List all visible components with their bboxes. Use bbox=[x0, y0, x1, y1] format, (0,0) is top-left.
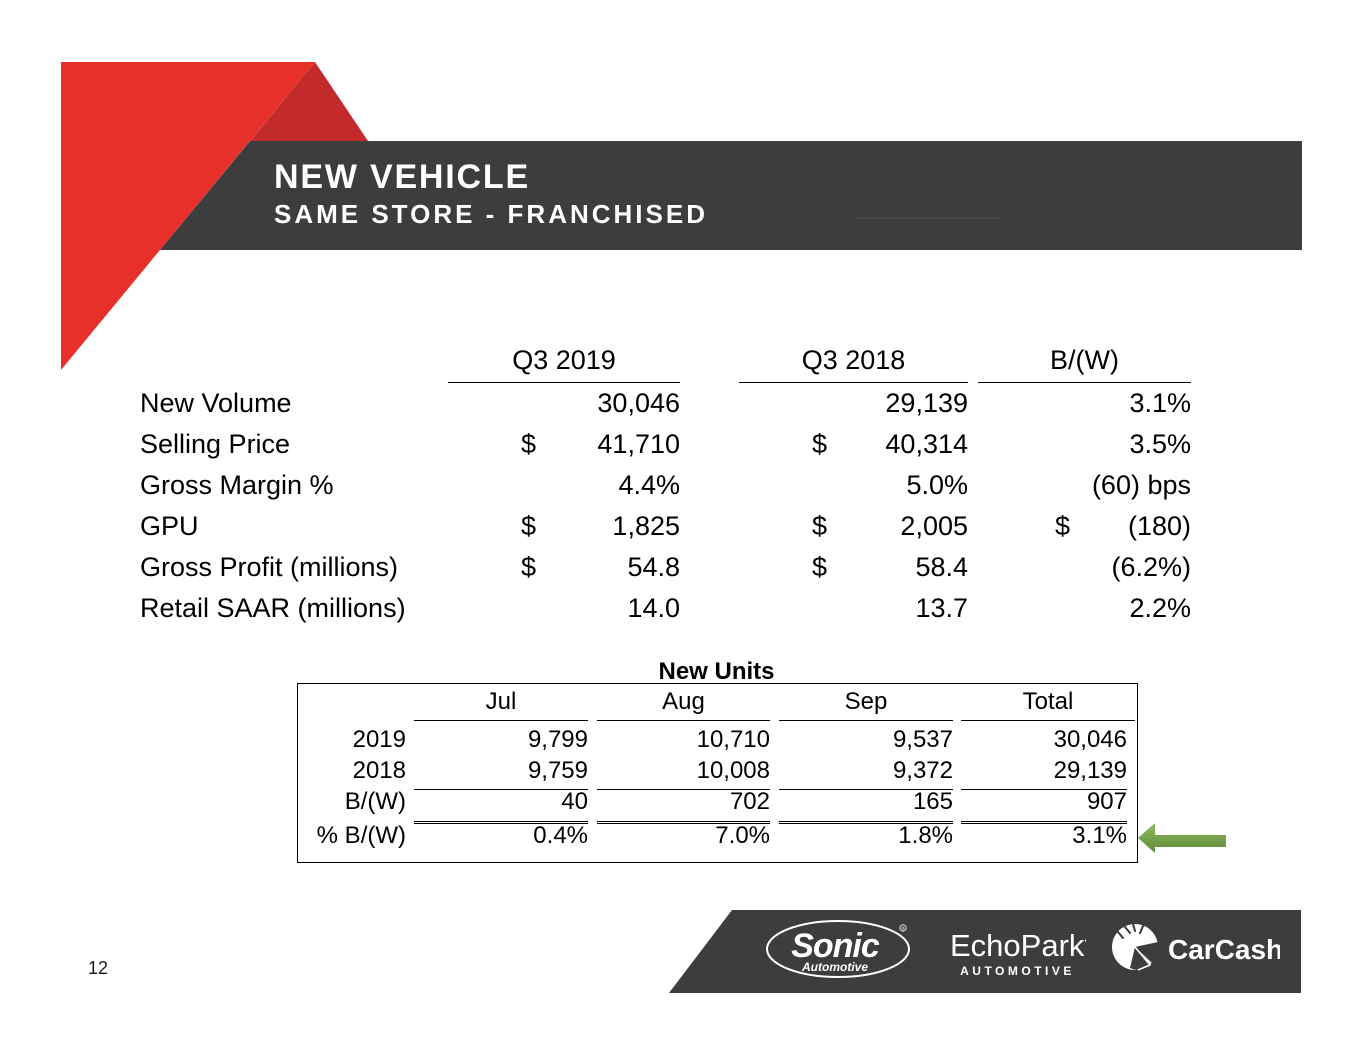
svg-text:®: ® bbox=[901, 926, 905, 933]
svg-text:Automotive: Automotive bbox=[801, 960, 868, 974]
svg-text:CarCash: CarCash bbox=[1168, 934, 1280, 965]
